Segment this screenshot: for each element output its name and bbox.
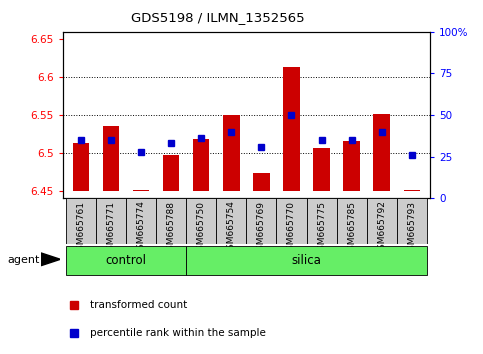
Polygon shape <box>41 253 60 266</box>
Text: GSM665792: GSM665792 <box>377 200 386 256</box>
Bar <box>216 198 246 244</box>
Bar <box>126 198 156 244</box>
Text: GSM665785: GSM665785 <box>347 200 356 256</box>
Bar <box>373 114 390 191</box>
Bar <box>246 198 276 244</box>
Text: GSM665750: GSM665750 <box>197 200 206 256</box>
Text: GSM665793: GSM665793 <box>407 200 416 256</box>
Bar <box>96 198 126 244</box>
Bar <box>403 190 420 191</box>
Bar <box>186 198 216 244</box>
Bar <box>156 198 186 244</box>
Text: agent: agent <box>7 255 40 265</box>
Bar <box>343 141 360 191</box>
Text: GSM665754: GSM665754 <box>227 200 236 256</box>
Bar <box>283 67 300 191</box>
Bar <box>66 198 96 244</box>
Bar <box>133 190 149 191</box>
Bar <box>313 148 330 191</box>
Text: percentile rank within the sample: percentile rank within the sample <box>90 327 266 338</box>
Bar <box>307 198 337 244</box>
Bar <box>186 246 427 275</box>
Text: transformed count: transformed count <box>90 299 187 310</box>
Bar <box>223 115 240 191</box>
Bar <box>163 155 179 191</box>
Bar <box>193 139 210 191</box>
Text: GSM665770: GSM665770 <box>287 200 296 256</box>
Bar <box>66 246 186 275</box>
Bar <box>397 198 427 244</box>
Text: GSM665775: GSM665775 <box>317 200 326 256</box>
Text: control: control <box>105 254 146 267</box>
Bar <box>72 143 89 191</box>
Bar <box>103 126 119 191</box>
Bar <box>367 198 397 244</box>
Text: GSM665774: GSM665774 <box>137 200 145 256</box>
Bar <box>276 198 307 244</box>
Bar <box>253 172 270 191</box>
Text: GSM665788: GSM665788 <box>167 200 176 256</box>
Text: GSM665771: GSM665771 <box>106 200 115 256</box>
Bar <box>337 198 367 244</box>
Text: GDS5198 / ILMN_1352565: GDS5198 / ILMN_1352565 <box>130 11 304 24</box>
Text: GSM665769: GSM665769 <box>257 200 266 256</box>
Text: silica: silica <box>292 254 322 267</box>
Text: GSM665761: GSM665761 <box>76 200 85 256</box>
